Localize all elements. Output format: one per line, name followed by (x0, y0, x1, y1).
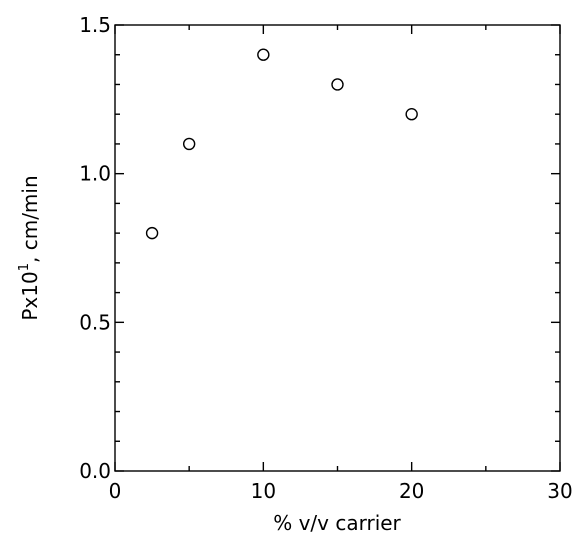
axis-tick-labels: 0 10 20 30 0.0 0.5 1.0 1.5 (79, 13, 573, 503)
x-tick-label: 0 (109, 479, 122, 503)
y-axis-label: Px101, cm/min (17, 175, 42, 320)
y-tick-label: 0.0 (79, 459, 111, 483)
data-point (182, 137, 196, 151)
x-axis-label: % v/v carrier (273, 511, 401, 535)
y-tick-label: 0.5 (79, 310, 111, 334)
axis-ticks (114, 24, 561, 472)
x-tick-label: 20 (399, 479, 424, 503)
y-tick-label: 1.5 (79, 13, 111, 37)
y-axis-label-main: Px10 (18, 271, 42, 320)
plot-frame (114, 24, 561, 472)
data-point (405, 107, 418, 121)
data-point (331, 78, 344, 91)
y-tick-label: 1.0 (79, 162, 111, 186)
data-point (257, 48, 270, 61)
data-points (145, 48, 418, 240)
x-tick-label: 30 (547, 479, 572, 503)
y-axis-label-superscript: 1 (17, 263, 32, 271)
data-point (145, 226, 159, 240)
x-tick-label: 10 (251, 479, 276, 503)
y-axis-label-units: , cm/min (18, 175, 42, 263)
